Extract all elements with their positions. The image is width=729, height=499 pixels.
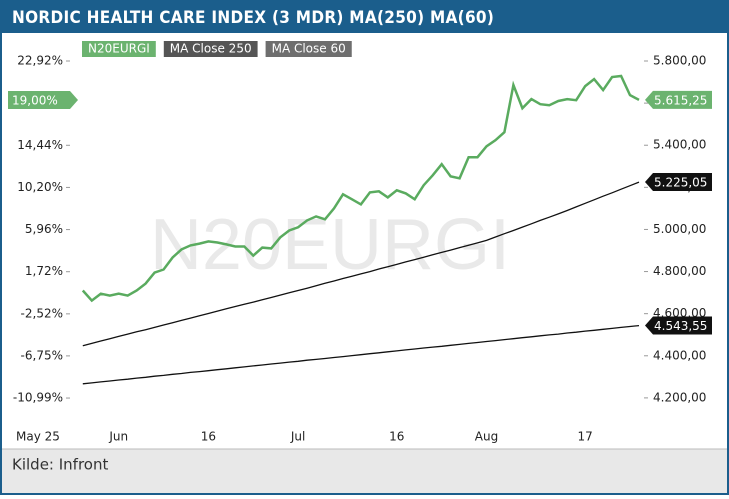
legend-item: N20EURGI <box>82 41 156 57</box>
y2-tick-label: -6,75% <box>21 348 63 362</box>
footer <box>2 449 727 493</box>
y-tick-label: 5.400,00 <box>653 138 706 152</box>
y2-tick-label: 10,20% <box>17 180 63 194</box>
x-tick-label: Aug <box>475 430 498 444</box>
legend-label: MA Close 250 <box>170 42 252 56</box>
y-tick-label: 4.400,00 <box>653 348 706 362</box>
legend-swatch <box>82 41 156 57</box>
end-tag-label: 4.543,55 <box>654 319 707 333</box>
series-line <box>82 181 640 347</box>
x-tick-label: 16 <box>389 430 404 444</box>
x-tick-label: Jul <box>290 430 305 444</box>
y2-tick-label: -10,99% <box>13 391 63 405</box>
end-tag-label: 5.225,05 <box>654 176 707 190</box>
series-line <box>81 74 640 303</box>
y-tick-label: 5.000,00 <box>653 222 706 236</box>
y2-tick-label: 1,72% <box>25 264 63 278</box>
series-line <box>82 324 640 385</box>
y2-tick-label: -2,52% <box>21 306 63 320</box>
end-tag <box>645 316 712 335</box>
end-tag <box>645 90 712 109</box>
legend-label: N20EURGI <box>88 42 150 56</box>
y2-tick-label: 14,44% <box>17 138 63 152</box>
chart-title: NORDIC HEALTH CARE INDEX (3 MDR) MA(250)… <box>12 8 494 28</box>
y-tick-label: 5.800,00 <box>653 54 706 68</box>
legend-swatch <box>163 41 258 57</box>
y-tick-label: 4.200,00 <box>653 390 706 404</box>
x-tick-label: Jun <box>108 430 128 444</box>
y2-tick-label: 22,92% <box>17 54 63 68</box>
title-bar <box>1 1 728 33</box>
watermark: N20EURGI <box>150 205 510 285</box>
end-tag-pct <box>8 90 78 109</box>
x-tick-label: 16 <box>201 430 216 444</box>
y-tick-label: 4.800,00 <box>653 264 706 278</box>
legend-swatch <box>265 41 352 57</box>
legend-item: MA Close 250 <box>163 41 258 57</box>
y2-tick-label: 5,96% <box>25 222 63 236</box>
legend-label: MA Close 60 <box>272 42 346 56</box>
x-tick-label: May 25 <box>16 430 60 444</box>
end-tag <box>645 173 712 192</box>
source: Kilde: Infront <box>12 456 108 474</box>
x-tick-label: 17 <box>578 430 593 444</box>
end-tag-pct-label: 19,00% <box>12 93 58 107</box>
end-tag-label: 5.615,25 <box>654 93 707 107</box>
legend-item: MA Close 60 <box>265 41 352 57</box>
